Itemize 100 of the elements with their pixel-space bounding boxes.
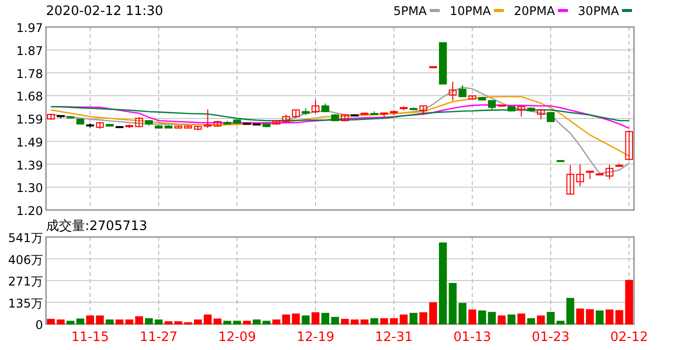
y-tick-label: 406万 (8, 252, 43, 267)
x-tick-label: 02-12 (610, 330, 648, 345)
bar (370, 318, 378, 324)
bar (233, 320, 242, 324)
bar (508, 314, 516, 324)
bar (400, 314, 408, 324)
y-tick-label: 135万 (8, 296, 43, 310)
bar (340, 318, 349, 324)
x-tick-label: 01-23 (532, 330, 570, 345)
x-tick-label: 12-31 (375, 330, 413, 345)
bar (596, 310, 604, 324)
y-tick-label: 1.78 (16, 66, 43, 81)
line-series (50, 106, 630, 122)
bar (252, 319, 261, 324)
x-tick-label: 11-27 (140, 330, 178, 345)
bar (76, 318, 84, 324)
y-tick-label: 1.87 (16, 44, 43, 58)
legend-label: 5PMA (393, 4, 428, 18)
y-tick-label: 541万 (8, 231, 43, 245)
bar (292, 314, 300, 324)
x-tick-label: 12-09 (218, 330, 256, 345)
bar (86, 315, 94, 324)
bar (556, 320, 564, 324)
y-tick-label: 271万 (8, 274, 43, 288)
bar (419, 312, 428, 324)
y-tick-label: 1.97 (16, 21, 43, 35)
candlestick (419, 104, 428, 116)
bar (615, 310, 624, 324)
bar (586, 309, 594, 324)
bar (527, 318, 536, 324)
candlestick (488, 100, 496, 111)
bar (214, 318, 222, 324)
y-tick-label: 1.30 (16, 181, 43, 196)
bar (606, 310, 614, 324)
bar (488, 312, 496, 324)
candlestick (135, 116, 144, 128)
bar (262, 320, 270, 324)
x-tick-label: 11-15 (71, 330, 109, 345)
chart-title: 2020-02-12 11:30 (46, 4, 164, 19)
bar (536, 315, 545, 324)
bar (458, 302, 466, 324)
bar (272, 319, 280, 324)
bar (223, 320, 232, 324)
y-tick-label: 1.59 (16, 112, 43, 126)
bar (321, 312, 330, 324)
candlestick (606, 164, 614, 180)
bar (302, 315, 310, 324)
candlestick (536, 108, 545, 120)
candlestick (448, 81, 457, 102)
bar (204, 314, 212, 324)
bar (498, 315, 506, 324)
bar (429, 302, 438, 324)
bar (448, 282, 457, 324)
y-tick-label: 1.49 (16, 135, 43, 150)
bar (576, 308, 584, 324)
legend-label: 10PMA (450, 4, 492, 18)
bar (46, 318, 55, 324)
bar (135, 316, 144, 324)
bar (478, 310, 486, 324)
legend-label: 30PMA (578, 4, 620, 18)
bar (174, 321, 182, 324)
bar (242, 320, 251, 324)
y-tick-label: 0 (35, 318, 43, 332)
bar (56, 319, 65, 324)
candlestick (566, 164, 574, 196)
bar (517, 314, 526, 324)
bar (360, 319, 368, 324)
bar (438, 242, 447, 324)
y-tick-label: 1.20 (16, 204, 43, 218)
bar (546, 312, 555, 324)
line-series (50, 96, 630, 157)
y-tick-label: 1.39 (16, 158, 43, 172)
bar (154, 319, 163, 324)
candlestick (312, 99, 320, 114)
candlestick (204, 108, 212, 129)
bar (96, 315, 104, 324)
bar (116, 319, 124, 324)
x-tick-label: 01-13 (453, 330, 492, 345)
bar (125, 319, 134, 324)
bar (164, 321, 172, 324)
bar (331, 316, 340, 324)
bar (144, 318, 153, 324)
bar (66, 320, 74, 324)
bar (312, 312, 320, 324)
bar (410, 312, 418, 324)
legend-label: 20PMA (514, 4, 556, 18)
bar (390, 318, 398, 324)
bar (282, 314, 290, 324)
bar (380, 318, 388, 324)
bar (194, 319, 202, 324)
bar (106, 319, 114, 324)
candlestick (576, 164, 584, 187)
candlestick (625, 130, 634, 161)
x-tick-label: 12-19 (296, 330, 334, 345)
bar (468, 310, 476, 324)
bar (350, 319, 359, 324)
candlestick (517, 106, 526, 118)
bar (566, 298, 574, 324)
bar (625, 280, 634, 324)
chart-title: 成交量:2705713 (46, 218, 148, 234)
